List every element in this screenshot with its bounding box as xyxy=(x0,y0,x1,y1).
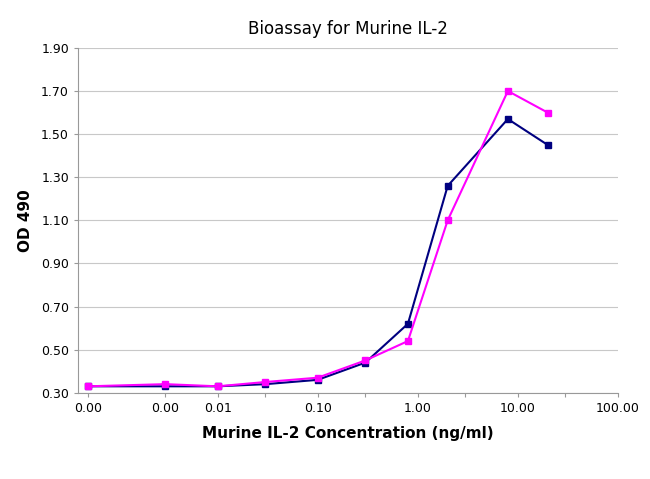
Murine IL-2 (212-12) xyxy=(214,383,222,389)
Line: Competitor Murine IL-2: Competitor Murine IL-2 xyxy=(84,88,551,390)
Murine IL-2 (212-12) xyxy=(314,377,322,383)
Line: Murine IL-2 (212-12): Murine IL-2 (212-12) xyxy=(84,115,551,390)
Murine IL-2 (212-12) xyxy=(444,183,452,189)
Competitor Murine IL-2 xyxy=(444,217,452,223)
Y-axis label: OD 490: OD 490 xyxy=(18,189,32,252)
Murine IL-2 (212-12) xyxy=(504,116,512,122)
Competitor Murine IL-2 xyxy=(214,383,222,389)
Murine IL-2 (212-12) xyxy=(162,383,170,389)
Competitor Murine IL-2 xyxy=(314,375,322,380)
Competitor Murine IL-2 xyxy=(361,357,369,363)
Competitor Murine IL-2 xyxy=(261,379,269,385)
Competitor Murine IL-2 xyxy=(162,381,170,387)
Murine IL-2 (212-12) xyxy=(544,142,552,148)
Title: Bioassay for Murine IL-2: Bioassay for Murine IL-2 xyxy=(248,20,448,38)
Murine IL-2 (212-12) xyxy=(261,381,269,387)
Murine IL-2 (212-12) xyxy=(404,321,412,327)
Competitor Murine IL-2 xyxy=(544,110,552,115)
Competitor Murine IL-2 xyxy=(84,383,92,389)
Competitor Murine IL-2 xyxy=(504,88,512,94)
Murine IL-2 (212-12) xyxy=(361,360,369,365)
X-axis label: Murine IL-2 Concentration (ng/ml): Murine IL-2 Concentration (ng/ml) xyxy=(202,426,493,441)
Murine IL-2 (212-12) xyxy=(84,383,92,389)
Competitor Murine IL-2 xyxy=(404,338,412,344)
